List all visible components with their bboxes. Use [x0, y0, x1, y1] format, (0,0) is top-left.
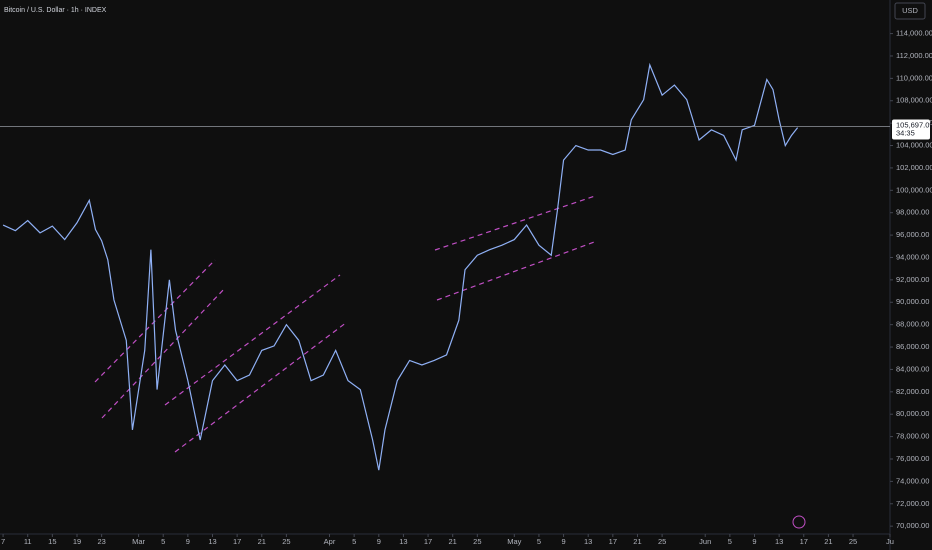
- x-tick-label: 9: [561, 537, 565, 546]
- x-tick-label: 21: [449, 537, 457, 546]
- x-tick-label: 13: [775, 537, 783, 546]
- trend-line: [94, 259, 216, 383]
- y-tick-label: 90,000.00: [896, 297, 929, 306]
- last-price-box: [892, 119, 930, 140]
- x-tick-label: Jun: [699, 537, 711, 546]
- x-tick-label: May: [507, 537, 521, 546]
- x-tick-label: 5: [728, 537, 732, 546]
- trend-line: [164, 274, 341, 406]
- x-tick-label: 17: [800, 537, 808, 546]
- x-tick-label: 23: [97, 537, 105, 546]
- x-tick-label: 5: [537, 537, 541, 546]
- last-price-label: 105,697.09: [896, 121, 932, 130]
- x-tick-label: 9: [186, 537, 190, 546]
- y-tick-label: 94,000.00: [896, 252, 929, 261]
- x-tick-label: 11: [24, 537, 32, 546]
- currency[interactable]: USD: [902, 6, 918, 15]
- x-tick-label: 15: [48, 537, 56, 546]
- y-tick-label: 96,000.00: [896, 230, 929, 239]
- y-tick-label: 80,000.00: [896, 409, 929, 418]
- y-tick-label: 88,000.00: [896, 320, 929, 329]
- y-tick-label: 102,000.00: [896, 163, 932, 172]
- x-tick-label: 9: [752, 537, 756, 546]
- x-tick-label: 25: [658, 537, 666, 546]
- x-tick-label: Apr: [324, 537, 336, 546]
- y-tick-label: 112,000.00: [896, 51, 932, 60]
- x-tick-label: 25: [282, 537, 290, 546]
- x-tick-label: Ju: [886, 537, 894, 546]
- x-tick-label: Mar: [132, 537, 145, 546]
- y-tick-label: 98,000.00: [896, 208, 929, 217]
- x-tick-label: 5: [352, 537, 356, 546]
- y-tick-label: 104,000.00: [896, 141, 932, 150]
- x-tick-label: 7: [1, 537, 5, 546]
- x-tick-label: 13: [208, 537, 216, 546]
- x-tick-label: 21: [633, 537, 641, 546]
- y-tick-label: 110,000.00: [896, 73, 932, 82]
- alert-icon[interactable]: [792, 515, 806, 529]
- chart-title: Bitcoin / U.S. Dollar · 1h · INDEX: [4, 7, 107, 14]
- y-tick-label: 92,000.00: [896, 275, 929, 284]
- trend-line: [101, 287, 226, 419]
- y-tick-label: 108,000.00: [896, 96, 932, 105]
- x-tick-label: 25: [473, 537, 481, 546]
- x-tick-label: 9: [377, 537, 381, 546]
- x-tick-label: 19: [73, 537, 81, 546]
- y-tick-label: 84,000.00: [896, 364, 929, 373]
- x-tick-label: 17: [233, 537, 241, 546]
- x-tick-label: 17: [424, 537, 432, 546]
- y-tick-label: 70,000.00: [896, 521, 929, 530]
- y-tick-label: 86,000.00: [896, 342, 929, 351]
- y-tick-label: 82,000.00: [896, 387, 929, 396]
- x-tick-label: 13: [584, 537, 592, 546]
- currency-button[interactable]: [894, 2, 926, 20]
- y-tick-label: 76,000.00: [896, 454, 929, 463]
- trend-line: [436, 240, 598, 301]
- x-tick-label: 21: [258, 537, 266, 546]
- price-line: [2, 62, 799, 471]
- x-tick-label: 17: [609, 537, 617, 546]
- trend-lines: [94, 195, 598, 453]
- y-tick-label: 114,000.00: [896, 29, 932, 38]
- y-tick-label: 74,000.00: [896, 476, 929, 485]
- x-tick-label: 13: [399, 537, 407, 546]
- y-tick-label: 100,000.00: [896, 185, 932, 194]
- x-tick-label: 21: [824, 537, 832, 546]
- x-tick-label: 5: [161, 537, 165, 546]
- countdown: 34:35: [896, 129, 915, 138]
- y-tick-label: 72,000.00: [896, 499, 929, 508]
- x-tick-label: 25: [849, 537, 857, 546]
- y-tick-label: 78,000.00: [896, 432, 929, 441]
- trend-line: [434, 195, 596, 251]
